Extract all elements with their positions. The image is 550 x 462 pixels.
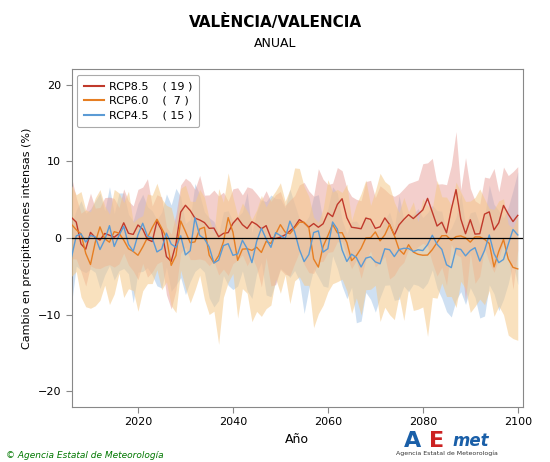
Text: A: A	[404, 431, 421, 451]
X-axis label: Año: Año	[285, 432, 309, 445]
Text: Agencia Estatal de Meteorología: Agencia Estatal de Meteorología	[396, 450, 498, 456]
Text: © Agencia Estatal de Meteorología: © Agencia Estatal de Meteorología	[6, 451, 163, 460]
Text: E: E	[428, 431, 444, 451]
Text: VALÈNCIA/VALENCIA: VALÈNCIA/VALENCIA	[189, 14, 361, 30]
Text: met: met	[453, 432, 489, 450]
Text: ANUAL: ANUAL	[254, 37, 296, 50]
Legend: RCP8.5    ( 19 ), RCP6.0    (  7 ), RCP4.5    ( 15 ): RCP8.5 ( 19 ), RCP6.0 ( 7 ), RCP4.5 ( 15…	[77, 75, 199, 127]
Y-axis label: Cambio en precipitaciones intensas (%): Cambio en precipitaciones intensas (%)	[22, 127, 32, 349]
